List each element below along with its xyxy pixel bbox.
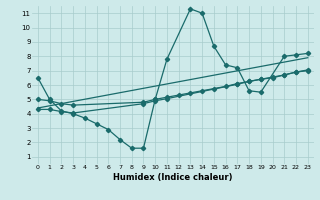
X-axis label: Humidex (Indice chaleur): Humidex (Indice chaleur) — [113, 173, 233, 182]
